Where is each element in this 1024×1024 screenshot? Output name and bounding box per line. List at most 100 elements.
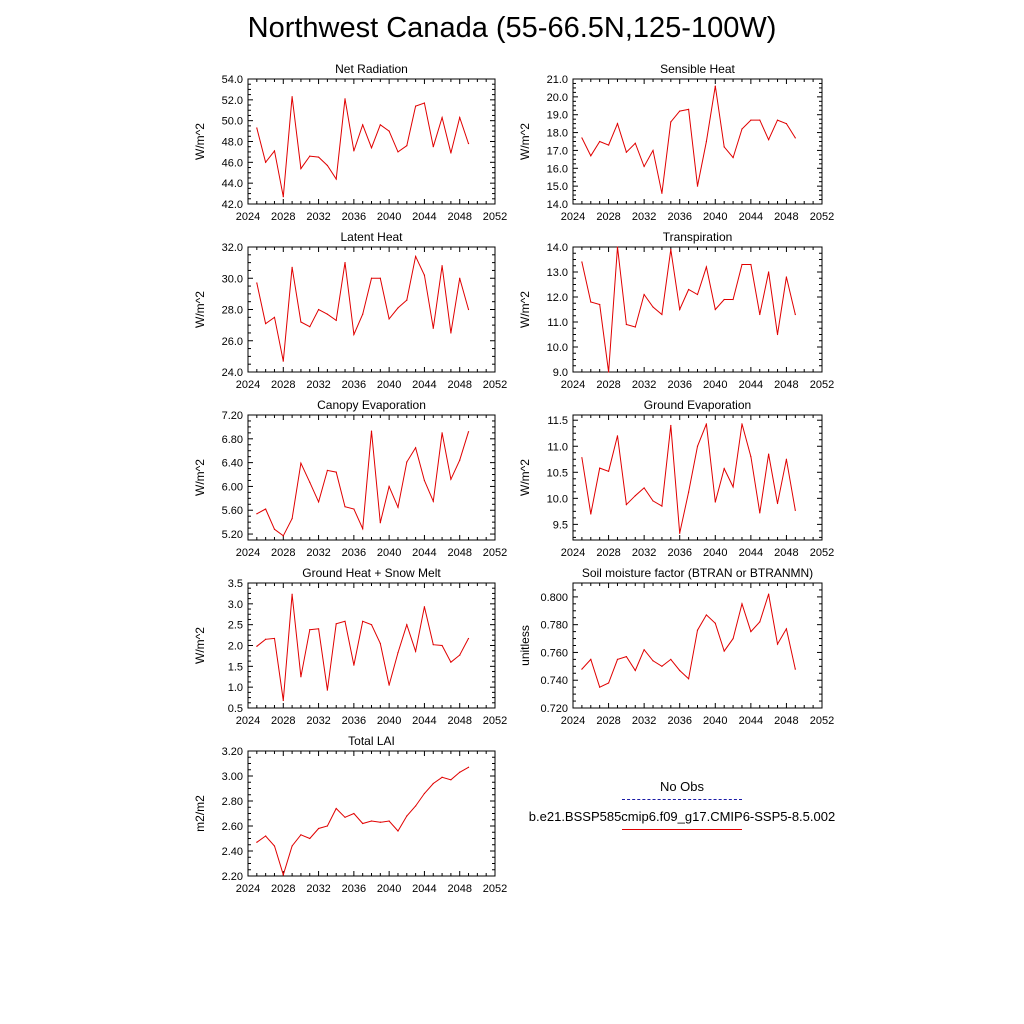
- data-point: [441, 265, 443, 267]
- legend: No Obs b.e21.BSSP585cmip6.f09_g17.CMIP6-…: [520, 778, 844, 838]
- legend-model-swatch: [622, 829, 742, 830]
- panel-8: Soil moisture factor (BTRAN or BTRANMN) u…: [518, 566, 834, 727]
- data-point: [282, 360, 284, 362]
- data-point: [741, 128, 743, 130]
- data-point: [309, 629, 311, 631]
- series-line: [581, 246, 796, 373]
- data-point: [759, 512, 761, 514]
- y-tick-label: 0.760: [540, 647, 568, 659]
- data-point: [670, 658, 672, 660]
- y-tick-label: 3.00: [222, 771, 243, 783]
- data-point: [317, 628, 320, 630]
- data-point: [423, 479, 426, 482]
- data-point: [291, 517, 293, 520]
- x-tick-label: 2028: [271, 883, 295, 895]
- data-point: [705, 423, 707, 425]
- y-tick-label: 19.0: [547, 110, 568, 122]
- data-point: [696, 185, 699, 187]
- y-tick-label: 11.0: [547, 317, 568, 329]
- data-point: [776, 643, 779, 645]
- data-point: [794, 313, 796, 316]
- data-point: [415, 447, 417, 449]
- series-line: [581, 593, 796, 688]
- data-point: [705, 614, 707, 616]
- panel-7: Ground Heat + Snow Melt W/m^2 2024 2028 2032…: [193, 566, 507, 727]
- data-point: [643, 165, 645, 168]
- data-point: [607, 470, 610, 472]
- data-point: [388, 130, 390, 132]
- y-tick-label: 6.40: [222, 458, 243, 470]
- data-point: [616, 123, 619, 125]
- data-point: [459, 459, 461, 461]
- data-point: [723, 298, 725, 301]
- data-point: [625, 503, 627, 506]
- data-point: [300, 462, 302, 464]
- series-line: [256, 431, 469, 537]
- data-point: [714, 501, 716, 503]
- data-point: [344, 98, 346, 100]
- data-point: [362, 822, 364, 825]
- data-point: [776, 333, 779, 336]
- x-tick-label: 2024: [236, 715, 260, 727]
- data-point: [300, 676, 302, 678]
- x-tick-label: 2024: [236, 379, 260, 391]
- data-point: [309, 481, 311, 483]
- x-tick-label: 2052: [810, 211, 834, 223]
- x-tick-label: 2040: [377, 547, 401, 559]
- data-point: [741, 423, 743, 425]
- data-point: [590, 658, 592, 660]
- y-tick-label: 14.0: [547, 242, 568, 254]
- data-point: [344, 816, 346, 818]
- x-tick-label: 2048: [447, 379, 471, 391]
- data-point: [459, 654, 461, 656]
- data-point: [661, 665, 663, 667]
- y-tick-label: 48.0: [222, 137, 243, 149]
- x-tick-label: 2044: [739, 379, 763, 391]
- y-tick-label: 0.740: [540, 675, 568, 687]
- data-point: [467, 308, 470, 311]
- y-tick-label: 32.0: [222, 242, 243, 254]
- data-point: [406, 815, 408, 817]
- data-point: [679, 308, 681, 311]
- data-point: [441, 116, 443, 119]
- data-point: [370, 430, 373, 432]
- x-tick-label: 2024: [236, 547, 260, 559]
- y-tick-label: 9.5: [553, 519, 568, 531]
- y-axis-label: m2/m2: [193, 795, 207, 832]
- data-point: [459, 116, 461, 119]
- y-tick-label: 2.20: [222, 871, 243, 883]
- data-point: [616, 246, 619, 248]
- data-point: [273, 528, 276, 530]
- data-point: [634, 669, 636, 672]
- data-point: [300, 834, 302, 836]
- data-point: [406, 299, 408, 301]
- legend-obs-swatch: [622, 799, 742, 800]
- y-tick-label: 10.0: [547, 342, 568, 354]
- data-point: [282, 699, 284, 702]
- y-axis-label: W/m^2: [193, 123, 207, 160]
- data-point: [776, 119, 779, 121]
- data-point: [768, 453, 770, 455]
- data-point: [388, 684, 390, 686]
- y-tick-label: 12.0: [547, 292, 568, 304]
- x-tick-label: 2052: [483, 211, 507, 223]
- data-point: [388, 318, 390, 320]
- panel-title: Latent Heat: [340, 230, 403, 244]
- data-point: [581, 261, 583, 263]
- data-point: [634, 495, 636, 497]
- data-point: [599, 467, 601, 469]
- data-point: [759, 313, 761, 316]
- data-point: [714, 308, 716, 311]
- data-point: [291, 96, 293, 98]
- y-axis-label: W/m^2: [193, 291, 207, 328]
- data-point: [723, 146, 725, 148]
- data-point: [397, 307, 399, 309]
- data-point: [599, 686, 601, 688]
- y-tick-label: 17.0: [547, 145, 568, 157]
- data-point: [406, 145, 408, 147]
- data-point: [335, 471, 337, 473]
- data-point: [406, 624, 408, 626]
- data-point: [335, 623, 337, 625]
- panel-title: Ground Evaporation: [644, 398, 751, 412]
- x-tick-label: 2028: [596, 379, 620, 391]
